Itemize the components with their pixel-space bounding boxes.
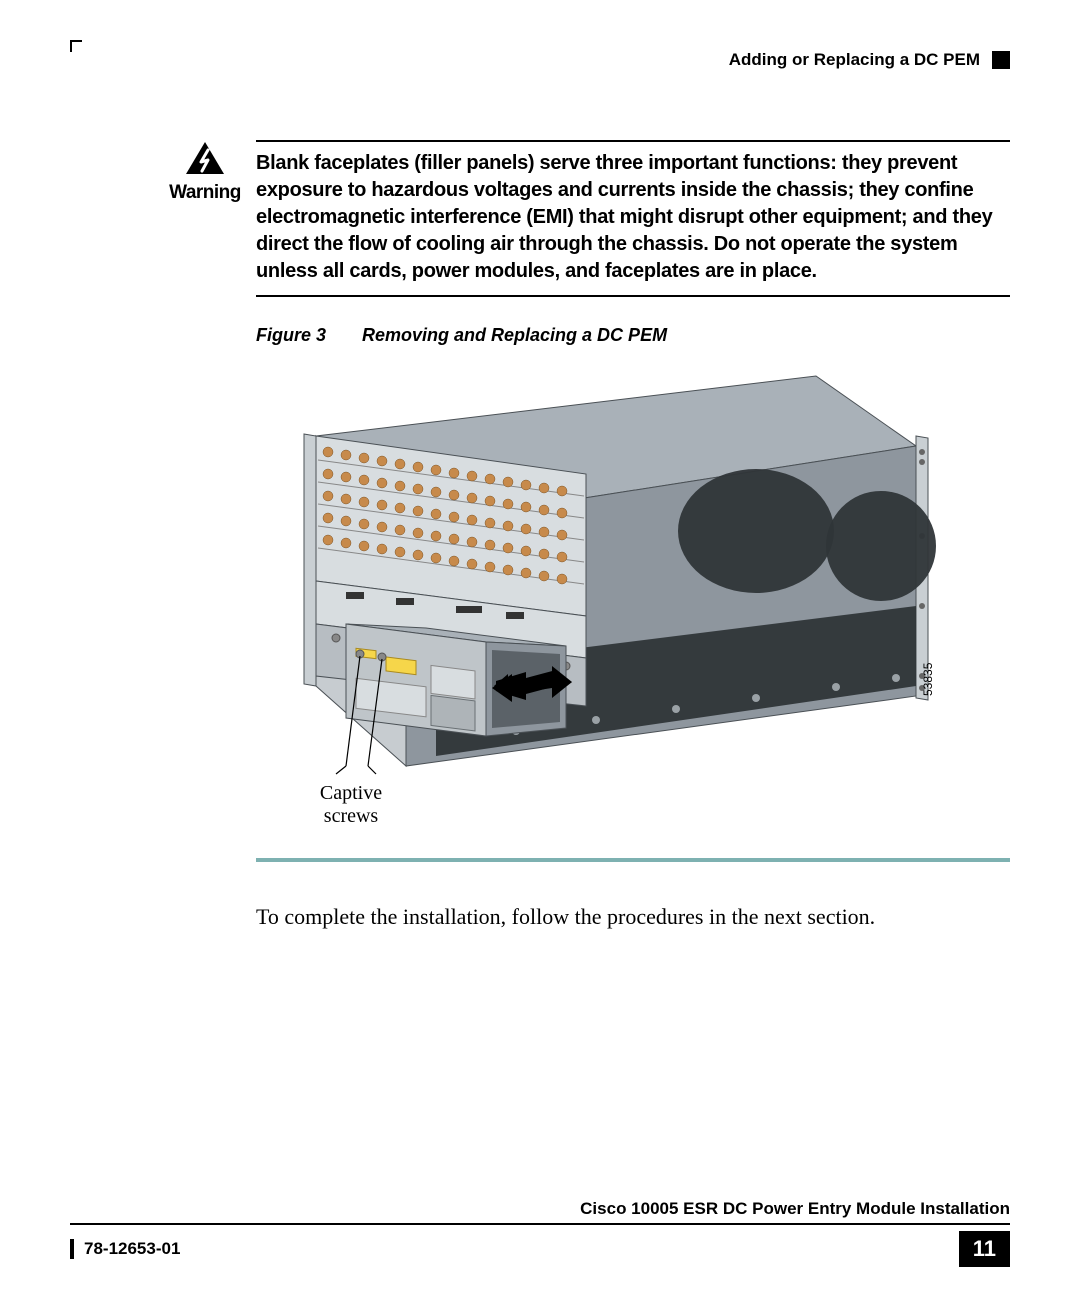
footer-part-number-text: 78-12653-01 [84,1239,180,1258]
figure-number: Figure 3 [256,325,326,346]
warning-triangle-icon [184,140,226,176]
warning-text: Blank faceplates (filler panels) serve t… [256,150,1010,285]
callout-line-1: Captive [311,782,391,805]
crop-mark-icon [70,40,82,52]
page-footer: Cisco 10005 ESR DC Power Entry Module In… [70,1199,1010,1267]
page-root: Adding or Replacing a DC PEM Warning Bla… [0,0,1080,1311]
warning-body: Blank faceplates (filler panels) serve t… [256,140,1010,297]
content-area: Warning Blank faceplates (filler panels)… [170,140,1010,930]
page-number: 11 [959,1231,1010,1267]
figure-callout: Captive screws [311,782,391,828]
figure-title: Removing and Replacing a DC PEM [362,325,667,346]
warning-label: Warning [169,182,241,204]
footer-bar-icon [70,1239,74,1259]
chassis-illustration: 53835 [256,366,936,776]
footer-part-number: 78-12653-01 [70,1239,180,1260]
header-ornament-icon [992,51,1010,69]
figure-caption: Figure 3 Removing and Replacing a DC PEM [256,325,1010,346]
warning-bottom-rule [256,295,1010,297]
svg-text:53835: 53835 [921,662,935,696]
header-section-title: Adding or Replacing a DC PEM [729,50,980,70]
running-header: Adding or Replacing a DC PEM [70,50,1010,70]
warning-label-column: Warning [170,140,240,297]
warning-top-rule [256,140,1010,142]
warning-block: Warning Blank faceplates (filler panels)… [170,140,1010,297]
figure-diagram: 53835 Captive screws [256,366,1010,828]
body-paragraph: To complete the installation, follow the… [256,904,1010,930]
footer-doc-title: Cisco 10005 ESR DC Power Entry Module In… [70,1199,1010,1219]
footer-rule [70,1223,1010,1225]
section-divider [256,858,1010,862]
callout-line-2: screws [311,805,391,828]
